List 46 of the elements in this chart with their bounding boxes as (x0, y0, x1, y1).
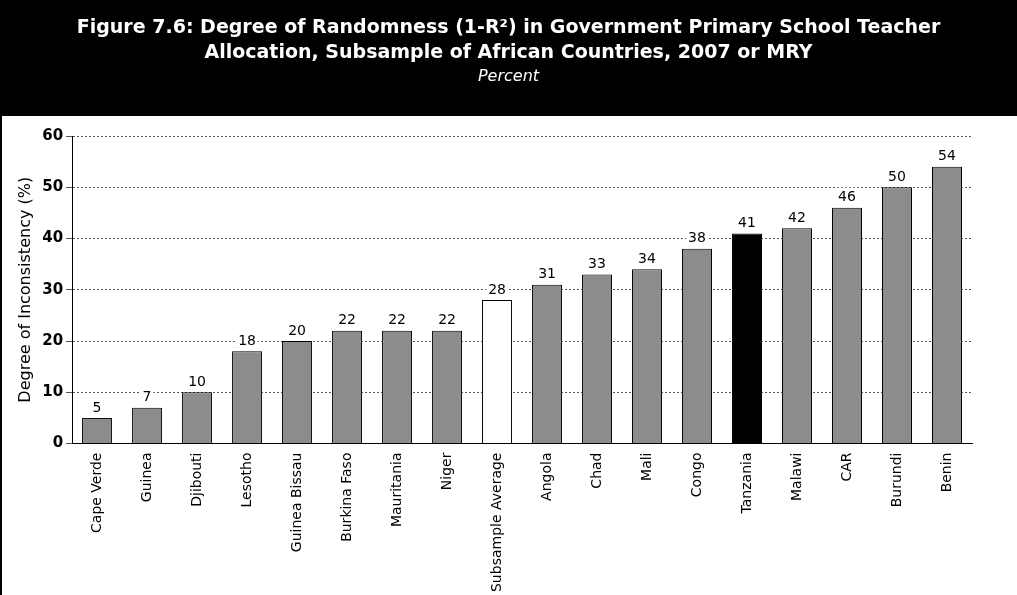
data-label: 31 (538, 265, 556, 282)
data-label: 38 (688, 229, 706, 246)
x-tick-label: Lesotho (237, 452, 254, 508)
data-label: 42 (788, 208, 806, 225)
y-tick-label: 60 (42, 125, 64, 144)
x-tick-label: Burundi (887, 452, 904, 508)
x-tick-label: Subsample Average (487, 452, 504, 593)
chart-title: Figure 7.6: Degree of Randomness (1-R²) in Government Primary School Teacher Allocation, Subsample of African Countries, 2007 or MRY (75, 14, 942, 64)
x-tick-label: Congo (687, 452, 704, 498)
y-tick-label: 0 (52, 433, 64, 452)
data-label: 5 (92, 398, 102, 415)
data-label: 22 (438, 311, 456, 328)
data-label: 22 (388, 311, 406, 328)
data-label: 46 (838, 188, 856, 205)
data-label: 28 (488, 280, 506, 297)
x-tick-label: Angola (537, 452, 554, 501)
data-label: 10 (188, 372, 206, 389)
data-label: 22 (338, 311, 356, 328)
x-tick-label: CAR (837, 452, 854, 482)
data-label: 33 (588, 255, 606, 272)
chart-subtitle: Percent (476, 66, 541, 85)
y-tick-label: 50 (42, 177, 64, 196)
x-tick-label: Benin (937, 452, 954, 493)
y-tick-label: 30 (42, 279, 64, 298)
data-label: 18 (238, 331, 256, 348)
x-tick-label: Malawi (787, 452, 804, 501)
y-tick-label: 10 (42, 382, 64, 401)
x-tick-label: Mali (637, 452, 654, 481)
data-label: 7 (142, 388, 152, 405)
x-tick-label: Guinea (137, 452, 154, 503)
data-label: 34 (638, 249, 657, 266)
x-tick-label: Mauritania (387, 452, 404, 528)
y-tick-label: 20 (42, 330, 64, 349)
x-tick-label: Niger (437, 452, 454, 491)
x-tick-label: Tanzania (737, 452, 754, 515)
x-tick-label: Cape Verde (87, 452, 104, 533)
data-label: 41 (738, 214, 756, 231)
data-label: 50 (888, 167, 906, 184)
y-tick-label: 40 (42, 228, 64, 247)
data-label: 20 (288, 321, 306, 338)
x-tick-label: Guinea Bissau (287, 452, 304, 553)
x-tick-label: Djibouti (187, 452, 204, 507)
x-tick-label: Burkina Faso (337, 452, 354, 542)
x-tick-label: Chad (587, 452, 604, 489)
data-label: 54 (938, 147, 956, 164)
y-axis-title: Degree of Inconsistency (%) (14, 176, 34, 403)
